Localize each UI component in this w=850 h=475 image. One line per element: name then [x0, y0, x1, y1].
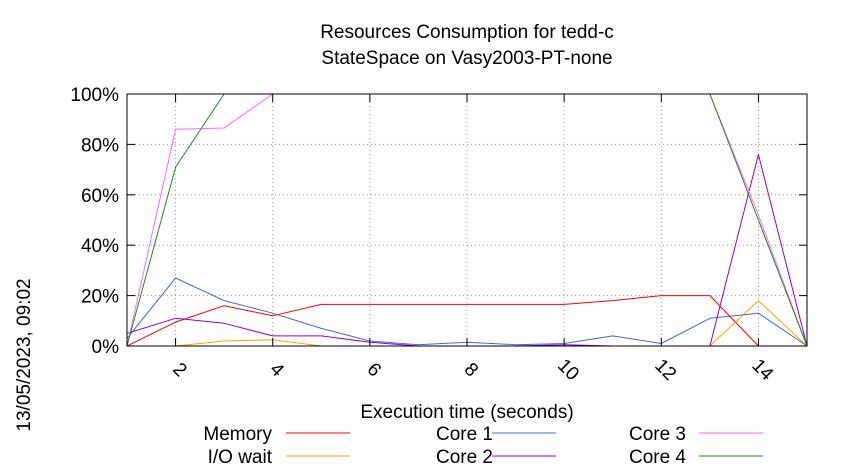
- axis-ticks: 0% 20% 40% 60% 80% 100% 2 4 6 8 10 12 14: [70, 85, 807, 385]
- x-tick-label: 6: [363, 359, 385, 381]
- y-tick-label: 0%: [92, 337, 120, 358]
- chart-title: Resources Consumption for tedd-c: [320, 22, 614, 43]
- timestamp-label: 13/05/2023, 09:02: [14, 278, 35, 431]
- series-line-core-1: [126, 277, 808, 347]
- x-tick-label: 8: [460, 359, 482, 381]
- series-lines: [126, 93, 808, 347]
- series-line-memory: [126, 295, 807, 347]
- y-tick-label: 20%: [81, 287, 119, 308]
- legend-label: Core 3: [629, 424, 686, 445]
- x-axis-label: Execution time (seconds): [360, 402, 573, 423]
- series-line-core-4: [126, 93, 808, 347]
- legend-label: Core 4: [629, 447, 686, 468]
- legend-label: I/O wait: [208, 447, 273, 468]
- y-tick-label: 40%: [81, 236, 119, 257]
- x-tick-label: 10: [553, 355, 583, 385]
- y-tick-label: 60%: [81, 186, 119, 207]
- x-tick-label: 2: [168, 359, 190, 381]
- x-tick-label: 14: [747, 355, 777, 385]
- x-tick-label: 12: [650, 355, 680, 385]
- grid-lines: [127, 94, 807, 346]
- legend-label: Core 1: [436, 424, 493, 445]
- x-tick-label: 4: [265, 359, 288, 382]
- legend-label: Core 2: [436, 447, 493, 468]
- y-tick-label: 100%: [70, 85, 119, 106]
- plot-frame: [126, 93, 808, 347]
- chart-subtitle: StateSpace on Vasy2003-PT-none: [321, 48, 612, 69]
- y-tick-label: 80%: [81, 135, 119, 156]
- legend-label: Memory: [203, 424, 272, 445]
- series-line-core-3: [126, 93, 808, 347]
